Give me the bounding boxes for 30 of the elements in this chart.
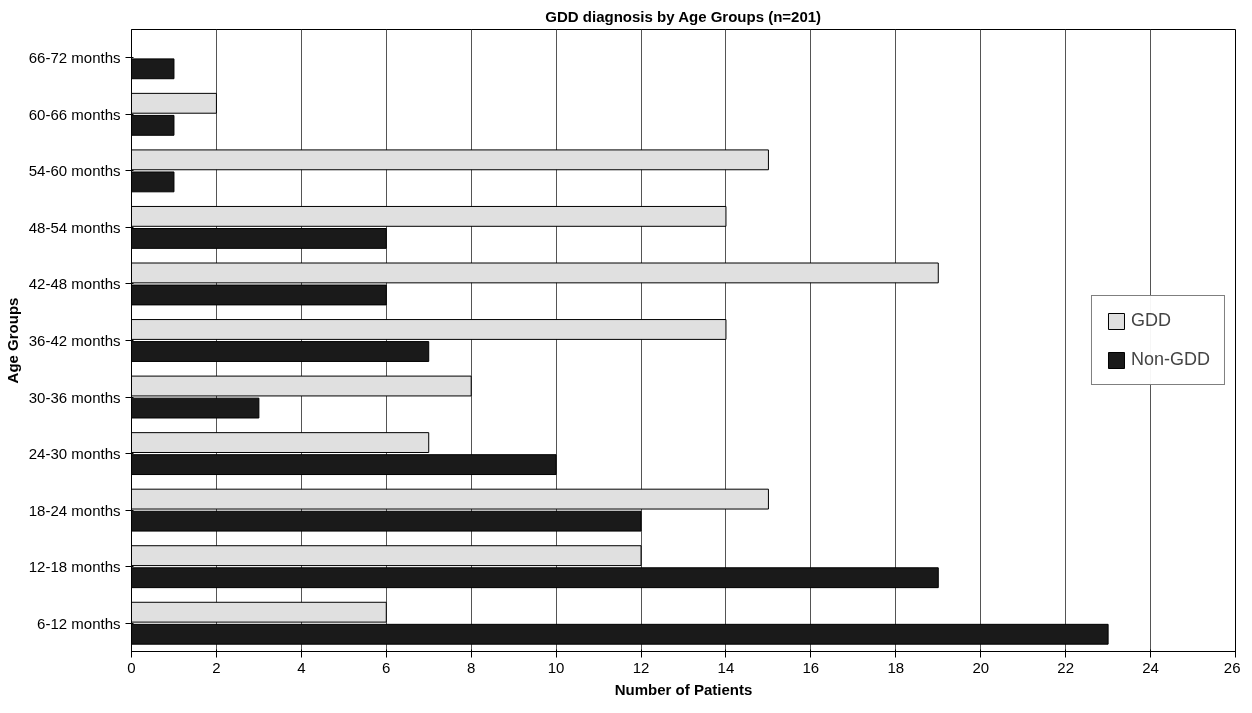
x-tick-label: 4 — [297, 658, 306, 676]
x-tick-label: 20 — [972, 658, 990, 676]
y-tick-label: 24-30 months — [28, 445, 121, 463]
y-tick-label: 18-24 months — [28, 501, 121, 519]
chart-title: GDD diagnosis by Age Groups (n=201) — [545, 7, 822, 25]
legend-label: Non-GDD — [1130, 349, 1210, 370]
x-tick-label: 24 — [1142, 658, 1159, 676]
x-tick-label: 6 — [382, 658, 391, 676]
legend-label: GDD — [1130, 310, 1171, 331]
y-tick-label: 30-36 months — [28, 388, 121, 406]
x-tick-label: 12 — [632, 658, 650, 676]
x-tick-label: 26 — [1223, 658, 1241, 676]
y-tick-label: 54-60 months — [28, 162, 121, 180]
y-tick-label: 36-42 months — [28, 332, 121, 349]
x-tick-label: 10 — [547, 658, 565, 676]
x-tick-label: 18 — [887, 658, 905, 676]
x-axis-title: Number of Patients — [614, 680, 753, 698]
y-axis-title: Age Groups — [3, 297, 21, 384]
x-tick-label: 14 — [717, 658, 735, 676]
y-tick-label: 48-54 months — [28, 218, 121, 236]
x-tick-label: 22 — [1057, 658, 1074, 676]
x-tick-label: 16 — [802, 658, 820, 676]
x-tick-label: 8 — [467, 658, 476, 676]
x-tick-label: 0 — [127, 658, 136, 676]
x-tick-label: 2 — [212, 658, 221, 676]
y-tick-label: 60-66 months — [28, 105, 121, 123]
y-tick-label: 42-48 months — [28, 275, 121, 293]
y-tick-label: 66-72 months — [28, 49, 121, 67]
y-tick-label: 12-18 months — [28, 558, 121, 576]
y-tick-label: 6-12 months — [37, 614, 121, 632]
